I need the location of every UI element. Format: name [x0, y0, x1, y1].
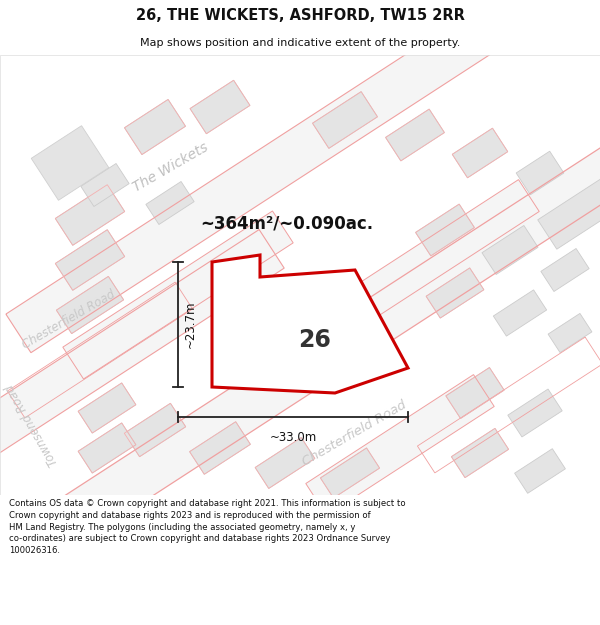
Polygon shape — [190, 80, 250, 134]
Text: Chesterfield Road: Chesterfield Road — [20, 288, 118, 352]
Polygon shape — [538, 171, 600, 249]
Polygon shape — [146, 181, 194, 224]
Polygon shape — [81, 164, 129, 206]
Polygon shape — [386, 109, 445, 161]
Polygon shape — [313, 92, 377, 148]
Polygon shape — [124, 99, 185, 154]
Text: Map shows position and indicative extent of the property.: Map shows position and indicative extent… — [140, 38, 460, 48]
Polygon shape — [451, 428, 509, 478]
Text: ~364m²/~0.090ac.: ~364m²/~0.090ac. — [200, 214, 373, 232]
Text: 26: 26 — [299, 328, 331, 352]
Polygon shape — [78, 423, 136, 473]
Polygon shape — [212, 255, 408, 393]
Polygon shape — [446, 368, 504, 419]
Polygon shape — [78, 383, 136, 433]
Text: Townsend Road: Townsend Road — [4, 382, 61, 468]
Text: ~23.7m: ~23.7m — [184, 301, 197, 348]
Polygon shape — [255, 438, 315, 489]
Polygon shape — [515, 449, 565, 493]
Polygon shape — [516, 151, 564, 195]
Polygon shape — [426, 268, 484, 318]
Polygon shape — [0, 141, 600, 589]
Polygon shape — [493, 290, 547, 336]
Polygon shape — [190, 422, 250, 474]
Polygon shape — [351, 179, 539, 321]
Text: The Wickets: The Wickets — [130, 140, 210, 194]
Polygon shape — [0, 229, 284, 541]
Polygon shape — [320, 448, 380, 498]
Polygon shape — [31, 126, 109, 200]
Polygon shape — [56, 276, 124, 334]
Polygon shape — [508, 389, 562, 437]
Polygon shape — [63, 211, 293, 379]
Polygon shape — [548, 313, 592, 352]
Polygon shape — [541, 249, 589, 291]
Polygon shape — [55, 185, 125, 245]
Polygon shape — [124, 403, 185, 457]
Polygon shape — [306, 374, 494, 516]
Text: Chesterfield Road: Chesterfield Road — [300, 398, 409, 468]
Polygon shape — [6, 0, 534, 352]
Text: Contains OS data © Crown copyright and database right 2021. This information is : Contains OS data © Crown copyright and d… — [9, 499, 406, 555]
Polygon shape — [55, 230, 125, 290]
Text: 26, THE WICKETS, ASHFORD, TW15 2RR: 26, THE WICKETS, ASHFORD, TW15 2RR — [136, 8, 464, 23]
Polygon shape — [482, 226, 538, 274]
Text: ~33.0m: ~33.0m — [269, 431, 317, 444]
Polygon shape — [416, 204, 475, 256]
Polygon shape — [452, 128, 508, 178]
